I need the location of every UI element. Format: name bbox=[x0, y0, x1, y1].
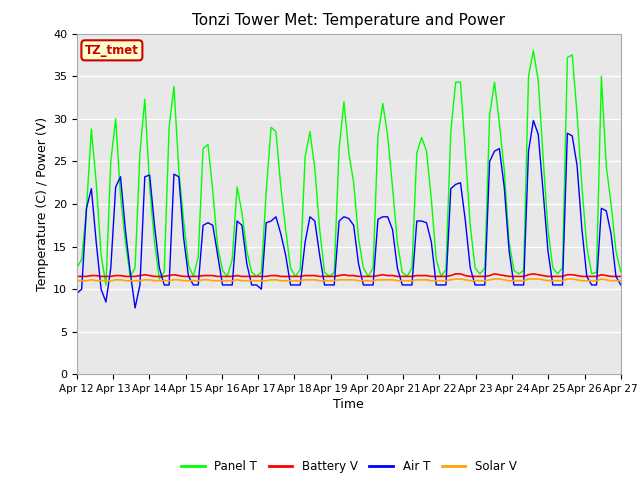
Air T bbox=[617, 282, 625, 288]
Battery V bbox=[583, 274, 591, 279]
Solar V bbox=[617, 278, 625, 284]
Air T bbox=[529, 118, 537, 123]
Panel T bbox=[92, 180, 100, 186]
Line: Air T: Air T bbox=[77, 120, 621, 308]
Air T bbox=[88, 186, 95, 192]
Air T bbox=[253, 282, 260, 288]
Air T bbox=[92, 240, 100, 245]
Battery V bbox=[73, 274, 81, 279]
Line: Panel T: Panel T bbox=[77, 51, 621, 285]
Solar V bbox=[88, 277, 95, 283]
Y-axis label: Temperature (C) / Power (V): Temperature (C) / Power (V) bbox=[36, 117, 49, 291]
Panel T bbox=[102, 282, 110, 288]
Battery V bbox=[452, 271, 460, 277]
Air T bbox=[73, 290, 81, 296]
Panel T bbox=[88, 126, 95, 132]
Panel T bbox=[486, 112, 493, 118]
Air T bbox=[588, 282, 595, 288]
X-axis label: Time: Time bbox=[333, 398, 364, 411]
Panel T bbox=[588, 271, 595, 277]
Solar V bbox=[248, 278, 255, 284]
Panel T bbox=[73, 265, 81, 271]
Solar V bbox=[73, 278, 81, 284]
Air T bbox=[131, 305, 139, 311]
Battery V bbox=[529, 271, 537, 277]
Title: Tonzi Tower Met: Temperature and Power: Tonzi Tower Met: Temperature and Power bbox=[192, 13, 506, 28]
Solar V bbox=[92, 278, 100, 284]
Legend: Panel T, Battery V, Air T, Solar V: Panel T, Battery V, Air T, Solar V bbox=[176, 455, 522, 478]
Battery V bbox=[92, 273, 100, 278]
Solar V bbox=[529, 276, 537, 282]
Panel T bbox=[253, 274, 260, 279]
Text: TZ_tmet: TZ_tmet bbox=[85, 44, 139, 57]
Line: Battery V: Battery V bbox=[77, 274, 621, 276]
Battery V bbox=[486, 273, 493, 278]
Battery V bbox=[88, 273, 95, 278]
Panel T bbox=[617, 269, 625, 275]
Solar V bbox=[583, 278, 591, 284]
Air T bbox=[486, 158, 493, 164]
Battery V bbox=[617, 274, 625, 279]
Battery V bbox=[248, 274, 255, 279]
Panel T bbox=[534, 78, 542, 84]
Air T bbox=[534, 131, 542, 137]
Line: Solar V: Solar V bbox=[77, 279, 621, 281]
Solar V bbox=[452, 276, 460, 282]
Solar V bbox=[486, 277, 493, 283]
Panel T bbox=[529, 48, 537, 54]
